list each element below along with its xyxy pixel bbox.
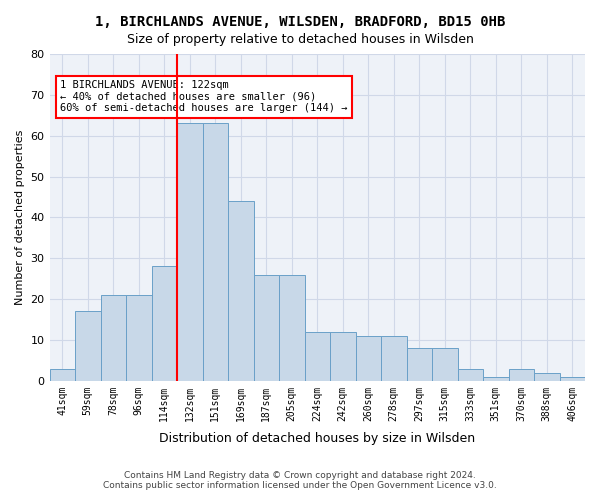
Bar (305, 332, 330, 381)
Text: 1, BIRCHLANDS AVENUE, WILSDEN, BRADFORD, BD15 0HB: 1, BIRCHLANDS AVENUE, WILSDEN, BRADFORD,… (95, 15, 505, 29)
Bar (483, 376, 509, 381)
Bar (254, 274, 279, 381)
Bar (381, 336, 407, 381)
Bar (228, 201, 254, 381)
Y-axis label: Number of detached properties: Number of detached properties (15, 130, 25, 305)
Bar (534, 372, 560, 381)
Bar (509, 368, 534, 381)
Bar (50, 368, 75, 381)
Bar (407, 348, 432, 381)
Bar (152, 266, 177, 381)
Bar (203, 124, 228, 381)
Bar (75, 312, 101, 381)
Bar (101, 295, 126, 381)
Bar (356, 336, 381, 381)
Bar (432, 348, 458, 381)
Text: 1 BIRCHLANDS AVENUE: 122sqm
← 40% of detached houses are smaller (96)
60% of sem: 1 BIRCHLANDS AVENUE: 122sqm ← 40% of det… (60, 80, 348, 114)
Bar (126, 295, 152, 381)
Bar (560, 376, 585, 381)
Text: Contains HM Land Registry data © Crown copyright and database right 2024.
Contai: Contains HM Land Registry data © Crown c… (103, 470, 497, 490)
Bar (330, 332, 356, 381)
Bar (279, 274, 305, 381)
Bar (458, 368, 483, 381)
Bar (177, 124, 203, 381)
X-axis label: Distribution of detached houses by size in Wilsden: Distribution of detached houses by size … (159, 432, 475, 445)
Text: Size of property relative to detached houses in Wilsden: Size of property relative to detached ho… (127, 32, 473, 46)
